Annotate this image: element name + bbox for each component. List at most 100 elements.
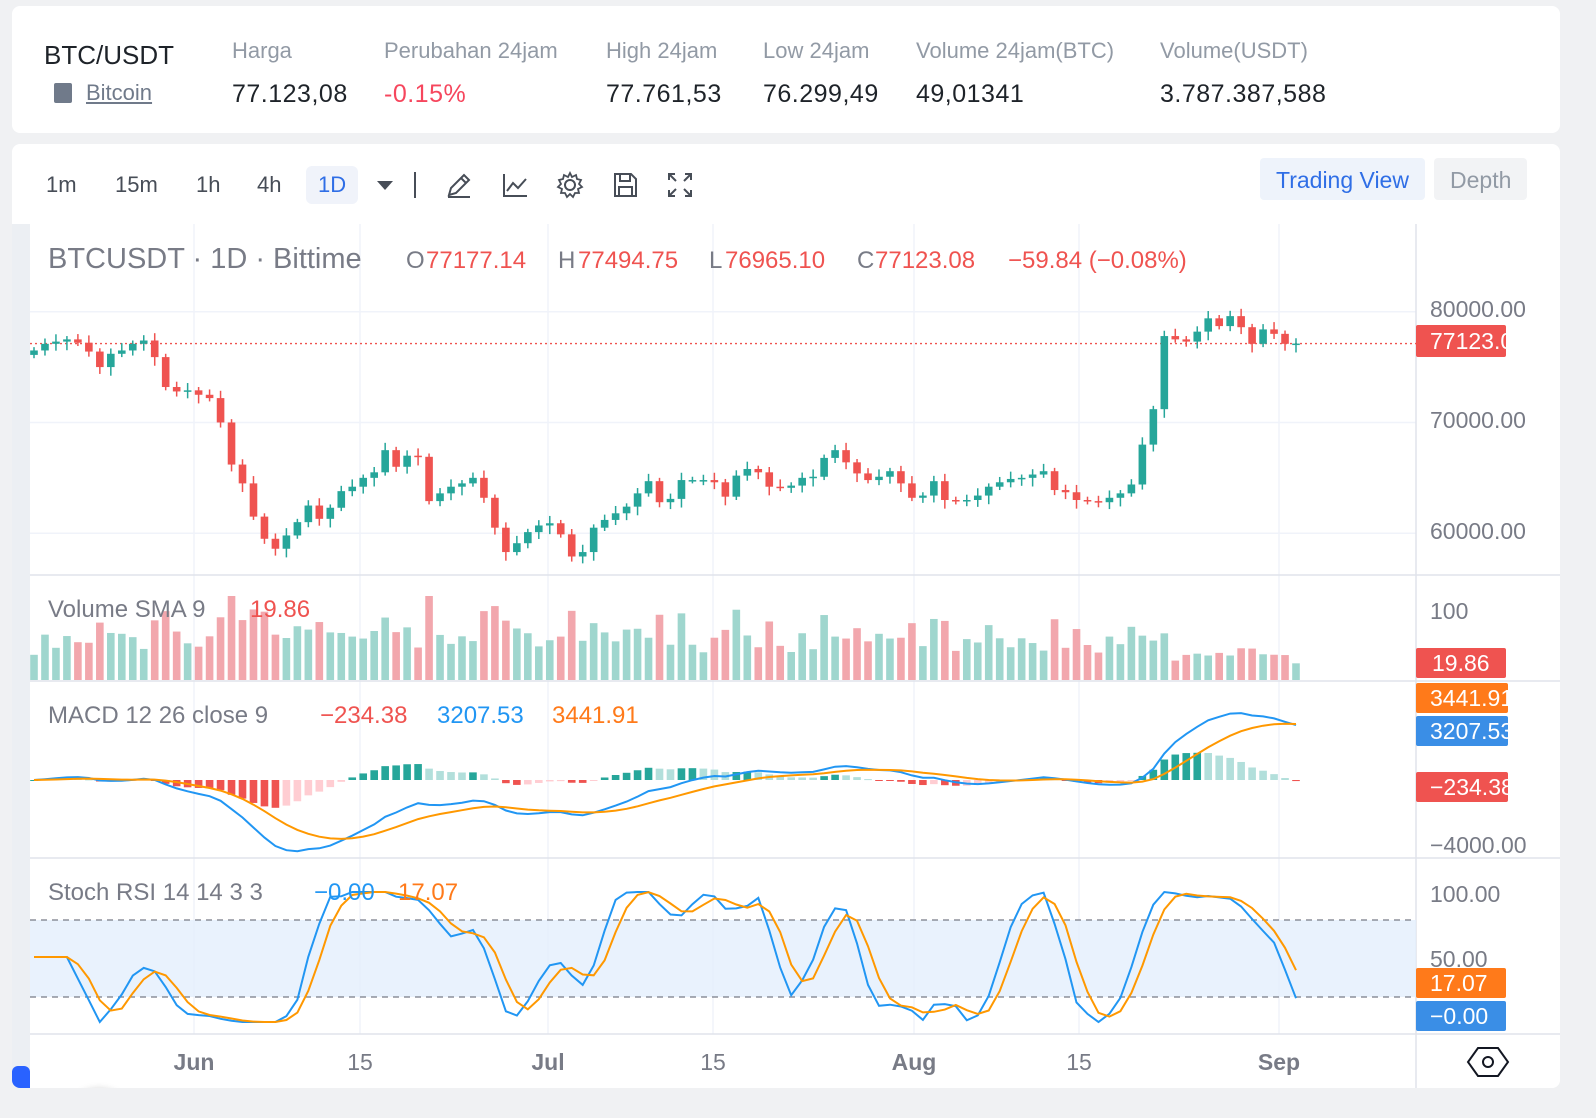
gear-icon[interactable]	[555, 170, 585, 200]
macd-hist-bar	[875, 780, 883, 781]
macd-hist-bar	[633, 770, 642, 780]
volume-bar	[787, 652, 795, 680]
stat-volume-usdt: Volume(USDT) 3.787.387,588	[1160, 38, 1326, 109]
macd-hist-bar	[886, 780, 894, 781]
ticker-bar: BTC/USDT Bitcoin Harga 77.123,08 Perubah…	[12, 6, 1560, 133]
volume-bar	[1204, 655, 1213, 680]
depth-tab[interactable]: Depth	[1434, 158, 1528, 200]
candle-body	[1259, 329, 1267, 344]
volume-bar	[1292, 663, 1300, 680]
candle-body	[304, 505, 313, 523]
candle-body	[1248, 327, 1256, 344]
trading-view-tab[interactable]: Trading View	[1260, 158, 1425, 200]
volume-bar	[820, 615, 828, 680]
volume-bar	[1149, 640, 1158, 680]
chevron-down-icon[interactable]	[370, 170, 400, 200]
macd-hist-bar	[227, 780, 236, 795]
candle-body	[74, 339, 82, 343]
candle-body	[1116, 493, 1125, 498]
macd-hist-bar	[238, 780, 247, 799]
macd-hist-bar	[30, 780, 38, 781]
macd-hist-bar	[403, 764, 411, 780]
candle-body	[513, 543, 521, 553]
volume-bar	[1105, 636, 1114, 680]
volume-bar	[853, 628, 861, 680]
candle-body	[227, 422, 236, 465]
candle-body	[238, 464, 247, 484]
volume-bar	[1193, 653, 1202, 680]
volume-bar	[1237, 648, 1245, 680]
volume-bar	[962, 639, 971, 680]
candle-body	[502, 527, 510, 553]
timeframe-1d[interactable]: 1D	[306, 166, 359, 204]
candle-body	[30, 350, 38, 355]
macd-hist-bar	[524, 780, 532, 785]
candle-body	[128, 343, 137, 351]
stoch-d-badge	[1416, 968, 1506, 998]
stat-change: Perubahan 24jam -0.15%	[384, 38, 558, 109]
volume-bar	[545, 640, 554, 680]
volume-bar	[842, 638, 850, 680]
candle-body	[1094, 501, 1103, 503]
macd-hist-bar	[1149, 769, 1158, 780]
trading-chart[interactable]: BTCUSDT · 1D · Bittime O 77177.14 H 7749…	[12, 224, 1560, 1088]
price-axis: 80000.00 70000.00 60000.00 100 −4000.00 …	[1430, 296, 1527, 972]
timeframe-1h[interactable]: 1h	[196, 172, 221, 197]
candle-body	[535, 525, 543, 533]
volume-bar	[754, 647, 763, 680]
fullscreen-icon[interactable]	[665, 170, 695, 200]
volume-badge-value: 19.86	[1432, 650, 1490, 676]
price-tick: 60000.00	[1430, 518, 1526, 544]
volume-bar	[227, 596, 236, 680]
volume-bar	[30, 654, 38, 680]
volume-bar	[1270, 654, 1278, 680]
timeframe-1m[interactable]: 1m	[46, 172, 77, 197]
sidebar-toggle-handle[interactable]: ›	[12, 1066, 30, 1088]
coin-link[interactable]: Bitcoin	[54, 80, 152, 106]
macd-hist-bar	[908, 780, 916, 784]
volume-bar	[271, 634, 280, 680]
volume-bar	[1138, 635, 1147, 680]
coin-name[interactable]: Bitcoin	[86, 80, 153, 105]
auto-scale-icon[interactable]	[1466, 1047, 1510, 1077]
candle-body	[853, 462, 861, 474]
volume-bar	[458, 636, 466, 680]
candle-body	[545, 523, 554, 526]
volume-bar	[348, 636, 357, 680]
candle-body	[820, 457, 828, 477]
time-tick: Sep	[1258, 1049, 1300, 1075]
timeframe-4h[interactable]: 4h	[257, 172, 282, 197]
volume-bar	[1083, 645, 1092, 680]
volume-bar	[1182, 654, 1191, 680]
candle-body	[52, 341, 60, 344]
macd-hist-bar	[249, 780, 258, 803]
macd-hist-bar	[480, 774, 488, 780]
stoch-k-line	[34, 890, 1297, 1024]
macd-hist-bar	[699, 768, 708, 780]
volume-bar	[655, 614, 664, 680]
candle-body	[831, 450, 839, 458]
macd-hist-bar	[1270, 774, 1278, 780]
pair-title: BTC/USDT	[44, 40, 174, 70]
timeframe-15m[interactable]: 15m	[115, 172, 158, 197]
volume-bar	[809, 649, 817, 680]
candle-body	[622, 506, 631, 514]
save-icon[interactable]	[610, 170, 640, 200]
indicator-icon[interactable]	[500, 170, 530, 200]
pencil-icon[interactable]	[444, 170, 474, 200]
volume-bar	[930, 618, 938, 680]
chart-toolbar: 1m 15m 1h 4h 1D Trading View Depth	[12, 144, 1560, 224]
volume-bar	[293, 626, 302, 680]
time-tick: 15	[1066, 1049, 1092, 1075]
candle-body	[699, 480, 708, 482]
time-tick: Jun	[174, 1049, 215, 1075]
volume-bar	[337, 632, 346, 680]
macd-hist-bar	[600, 777, 609, 780]
macd-hist-bar	[436, 771, 444, 780]
candle-body	[1138, 444, 1147, 485]
volume-bar	[556, 636, 565, 680]
stat-value: 77.123,08	[232, 80, 348, 108]
volume-bar	[41, 634, 49, 680]
macd-hist-bar	[930, 780, 938, 785]
candle-body	[161, 357, 170, 388]
